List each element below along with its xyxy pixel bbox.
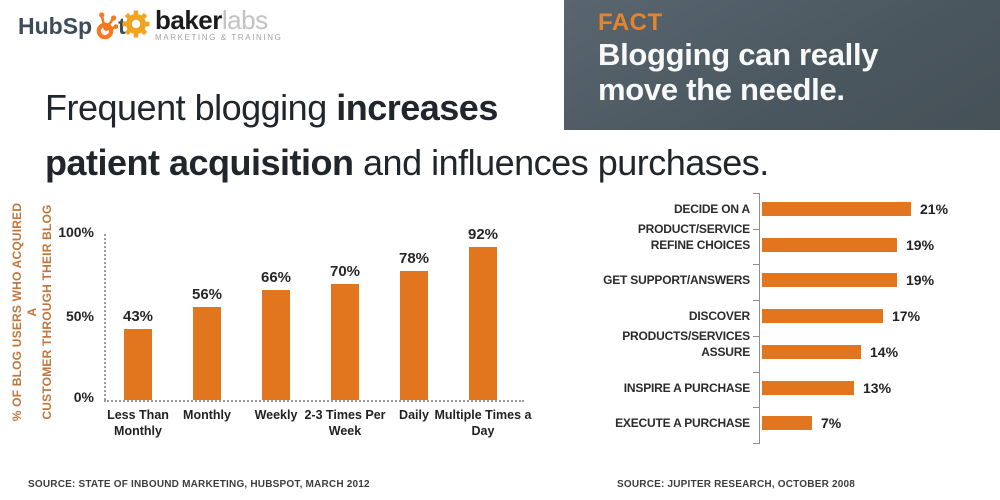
axis-tick — [753, 300, 760, 302]
bar — [762, 416, 812, 430]
bar-value-label: 19% — [906, 272, 935, 288]
headline-line1-bold: increases — [336, 87, 498, 128]
category-label: GET SUPPORT/ANSWERS — [603, 273, 750, 287]
headline-line2: patient acquisition and influences purch… — [45, 135, 965, 190]
bar-value-label: 17% — [892, 308, 921, 324]
headline-line1-regular: Frequent blogging — [45, 87, 337, 128]
bar-value-label: 21% — [920, 201, 949, 217]
category-label: DECIDE ON A PRODUCT/SERVICE — [637, 202, 750, 236]
source-left: SOURCE: STATE OF INBOUND MARKETING, HUBS… — [28, 479, 370, 490]
bar — [400, 271, 428, 400]
bar — [762, 273, 897, 287]
category-label: Less Than Monthly — [107, 408, 169, 438]
y-tick-0: 0% — [73, 389, 94, 405]
fact-callout-box: FACT Blogging can really move the needle… — [564, 0, 1000, 130]
bar-value-label: 70% — [329, 263, 361, 280]
x-axis-line — [104, 400, 524, 402]
fact-label: FACT — [598, 9, 663, 36]
category-axis-line — [759, 193, 760, 444]
axis-tick — [753, 407, 760, 409]
bar-value-label: 92% — [467, 226, 499, 243]
y-axis-line — [104, 234, 106, 400]
hubspot-sprocket-icon — [96, 12, 119, 40]
axis-tick — [753, 228, 760, 230]
bar — [469, 247, 497, 400]
category-label: ASSURE — [701, 345, 750, 359]
category-label: REFINE CHOICES — [650, 238, 750, 252]
category-label: 2-3 Times Per Week — [304, 408, 386, 438]
axis-tick — [753, 442, 760, 444]
bar — [262, 290, 290, 400]
y-tick-50: 50% — [65, 308, 94, 324]
bar — [762, 202, 911, 216]
bar-value-label: 78% — [398, 250, 430, 267]
hubspot-logo: HubSp t — [18, 11, 126, 40]
bar-value-label: 7% — [821, 415, 842, 431]
category-label: EXECUTE A PURCHASE — [615, 416, 750, 430]
bakerlabs-wordmark-light: labs — [221, 5, 268, 35]
fact-text-line2: move the needle. — [598, 72, 845, 107]
bar — [762, 309, 883, 323]
bar — [331, 284, 359, 400]
bar-value-label: 56% — [191, 286, 223, 303]
hubspot-wordmark-left: HubSp — [18, 13, 93, 39]
category-label: INSPIRE A PURCHASE — [623, 381, 750, 395]
fact-text-line1: Blogging can really — [598, 37, 879, 72]
source-right: SOURCE: JUPITER RESEARCH, OCTOBER 2008 — [617, 479, 856, 490]
influence-chart: DECIDE ON A PRODUCT/SERVICE 21% REFINE CHO… — [560, 190, 1000, 460]
category-label: Monthly — [183, 408, 231, 422]
bakerlabs-tagline: MARKETING & TRAINING — [155, 33, 283, 42]
headline-line2-regular: and influences purchases. — [353, 142, 769, 183]
bar — [762, 238, 897, 252]
bar — [762, 345, 861, 359]
category-label: Daily — [399, 408, 429, 422]
category-label: DISCOVER PRODUCTS/SERVICES — [622, 309, 750, 343]
bar-value-label: 43% — [122, 308, 154, 325]
y-tick-100: 100% — [58, 224, 94, 240]
bakerlabs-logo: baker labs MARKETING & TRAINING — [121, 7, 282, 42]
frequency-chart: % OF BLOG USERS WHO ACQUIRED A CUSTOMER … — [0, 190, 540, 465]
bar — [124, 329, 152, 400]
bar-value-label: 66% — [260, 269, 292, 286]
bar-value-label: 19% — [906, 237, 935, 253]
headline: Frequent blogging increases patient acqu… — [45, 80, 965, 190]
axis-tick — [753, 371, 760, 373]
category-label: Multiple Times a Day — [434, 408, 532, 438]
bar — [762, 381, 854, 395]
bar-value-label: 13% — [863, 380, 892, 396]
headline-line2-bold: patient acquisition — [45, 142, 354, 183]
bakerlabs-wordmark-bold: baker — [155, 5, 222, 35]
gear-icon — [122, 10, 150, 38]
headline-line1: Frequent blogging increases — [45, 80, 965, 135]
axis-tick — [753, 193, 760, 194]
bar — [193, 307, 221, 400]
axis-tick — [753, 264, 760, 266]
axis-tick — [753, 335, 760, 337]
hubspot-wordmark-right: t — [118, 13, 126, 39]
bar-value-label: 14% — [870, 344, 899, 360]
category-label: Weekly — [254, 408, 298, 422]
